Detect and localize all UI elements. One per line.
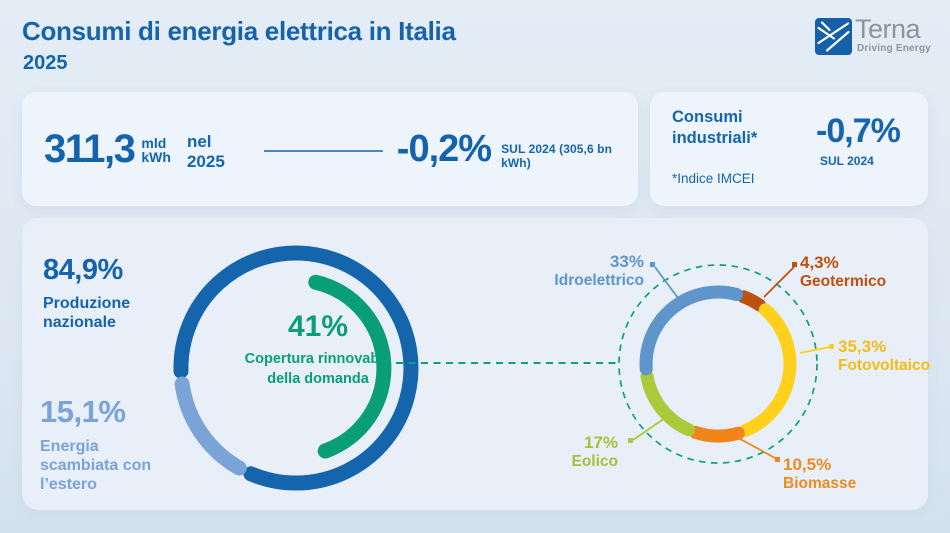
- label-idroelettrico: 33% Idroelettrico: [444, 252, 644, 290]
- biomasse-name: Biomasse: [783, 475, 857, 492]
- logo-tagline: Driving Energy: [857, 43, 931, 54]
- label-fotovoltaico: 35,3% Fotovoltaico: [838, 337, 950, 375]
- unit-kwh: kWh: [141, 149, 171, 165]
- national-production-stat: 84,9% Produzione nazionale: [43, 254, 173, 332]
- dashed-orbit-circle: [618, 264, 818, 464]
- logo-wordmark: Terna: [855, 14, 921, 44]
- mix-donut-ring: [639, 285, 797, 443]
- total-consumption-value: 311,3: [44, 126, 136, 171]
- renewables-coverage-label: Copertura rinnovabili della domanda: [244, 351, 392, 387]
- industrial-consumption-card: Consumi industriali* *Indice IMCEI -0,7%…: [650, 92, 928, 206]
- terna-logo-icon: [815, 18, 852, 55]
- unit-mld: mld: [141, 135, 167, 151]
- energy-balance-panel: 84,9% Produzione nazionale 15,1% Energia…: [22, 218, 930, 510]
- idroelettrico-name: Idroelettrico: [554, 272, 644, 289]
- demand-donut-ring: [173, 245, 419, 491]
- label-eolico: 17% Eolico: [418, 433, 618, 471]
- industrial-card-title: Consumi industriali*: [672, 108, 758, 147]
- page-subtitle-year: 2025: [23, 52, 68, 74]
- renewables-coverage-arc: [308, 274, 392, 459]
- renewables-coverage-value: 41%: [287, 310, 349, 343]
- power-lines-icon: [817, 21, 850, 52]
- idroelettrico-value: 33%: [609, 252, 644, 271]
- total-consumption-delta-note: SUL 2024 (305,6 bn kWh): [501, 142, 613, 170]
- eolico-name: Eolico: [571, 453, 618, 470]
- geotermico-value: 4,3%: [800, 253, 839, 272]
- leader-lines: [632, 266, 831, 460]
- total-consumption-unit: mld kWh: [141, 136, 171, 164]
- fotovoltaico-value: 35,3%: [838, 337, 887, 356]
- biomasse-value: 10,5%: [783, 455, 832, 474]
- label-geotermico: 4,3% Geotermico: [800, 253, 920, 291]
- national-production-label: Produzione nazionale: [43, 295, 131, 331]
- total-consumption-period: nel 2025: [186, 132, 225, 171]
- dashed-connector-line: [396, 362, 618, 364]
- page-title: Consumi di energia elettrica in Italia: [22, 16, 456, 46]
- foreign-exchange-stat: 15,1% Energia scambiata con l’estero: [40, 394, 160, 494]
- renewables-mix-donut: [618, 262, 834, 464]
- label-biomasse: 10,5% Biomasse: [783, 455, 903, 493]
- renewables-coverage-callout: 41% Copertura rinnovabili della domanda: [221, 310, 415, 389]
- industrial-delta-note: SUL 2024: [820, 154, 874, 168]
- leader-end-markers: [628, 262, 834, 462]
- foreign-exchange-value: 15,1%: [40, 394, 126, 429]
- industrial-card-footnote: *Indice IMCEI: [672, 171, 755, 186]
- industrial-delta: -0,7%: [816, 112, 901, 150]
- eolico-value: 17%: [583, 433, 618, 452]
- total-consumption-delta: -0,2%: [396, 127, 492, 170]
- foreign-exchange-label: Energia scambiata con l’estero: [40, 438, 152, 493]
- trend-arrow-icon: [264, 150, 383, 152]
- geotermico-name: Geotermico: [800, 273, 887, 290]
- demand-coverage-donut: [173, 245, 419, 491]
- fotovoltaico-name: Fotovoltaico: [838, 357, 931, 374]
- total-consumption-card: 311,3 mld kWh nel 2025 -0,2% SUL 2024 (3…: [22, 92, 638, 206]
- national-production-value: 84,9%: [43, 254, 123, 286]
